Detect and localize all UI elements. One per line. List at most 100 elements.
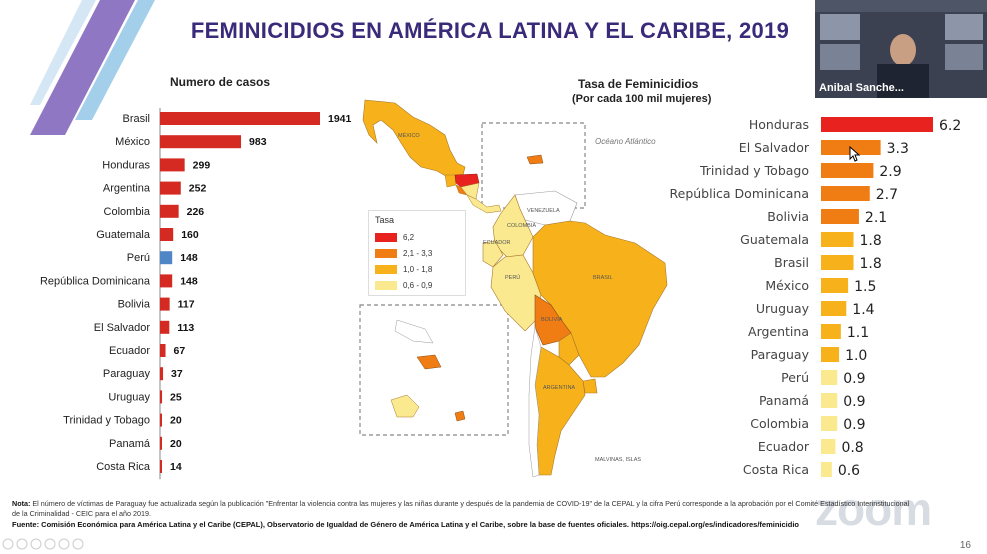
legend-title: Tasa (375, 215, 395, 225)
cases-bar (160, 390, 163, 404)
rate-value-label: 0.9 (843, 417, 865, 433)
cases-category-label: El Salvador (94, 322, 151, 334)
map-label-mexico: MÉXICO (398, 133, 420, 139)
cases-bar (160, 251, 173, 265)
mouse-cursor-icon (849, 146, 861, 162)
map-label-argentina: ARGENTINA (543, 385, 576, 391)
map-label-bolivia: BOLIVIA (541, 317, 563, 323)
zoom-watermark: zoom (815, 483, 932, 535)
rate-category-label: Honduras (749, 117, 809, 132)
rate-category-label: Perú (781, 370, 809, 385)
cases-value-label: 160 (181, 229, 199, 241)
decorative-stripes (30, 0, 155, 135)
rate-category-label: México (765, 278, 809, 293)
next-slide-icon (16, 538, 28, 550)
rate-bar (821, 209, 859, 224)
rate-category-label: República Dominicana (670, 186, 810, 201)
cases-bar (160, 297, 170, 311)
participant-name: Anibal Sanche... (819, 82, 904, 94)
footnote: Nota: El número de víctimas de Paraguay … (12, 499, 910, 518)
map-label-malvinas: MALVINAS, ISLAS (595, 457, 642, 463)
cases-category-label: Bolivia (118, 299, 151, 311)
cases-value-label: 20 (170, 415, 182, 427)
cases-value-label: 67 (174, 345, 186, 357)
map-label-venezuela: VENEZUELA (527, 208, 560, 214)
rate-bar (821, 370, 838, 385)
legend-item: 2,1 - 3,3 (375, 249, 432, 259)
page-number: 16 (959, 540, 971, 551)
cases-bar-chart: Brasil 1941 México 983 Honduras 299 Argentina 2… (40, 108, 352, 480)
cases-value-label: 14 (170, 461, 182, 473)
rate-bar (821, 163, 874, 178)
cases-category-label: Trinidad y Tobago (63, 415, 150, 427)
rate-bar (821, 416, 838, 431)
prev-slide-icon (2, 538, 14, 550)
map-label-ecuador: ECUADOR (483, 240, 511, 246)
presentation-controls[interactable] (0, 536, 130, 552)
cases-value-label: 148 (180, 252, 198, 264)
rate-bar (821, 186, 870, 201)
rate-category-label: Costa Rica (743, 462, 809, 477)
cases-value-label: 299 (193, 159, 211, 171)
rate-bar-chart: Honduras 6.2 El Salvador 3.3 Trinidad y Toba… (670, 117, 961, 479)
cases-bar (160, 274, 173, 288)
cases-category-label: Panamá (109, 438, 151, 450)
rate-value-label: 1.1 (847, 325, 869, 341)
cases-category-label: Brasil (122, 113, 150, 125)
cases-category-label: Guatemala (96, 229, 151, 241)
map-legend: Tasa 6,2 2,1 - 3,3 1,0 - 1,8 0,6 - 0,9 (368, 210, 466, 296)
cases-value-label: 113 (177, 322, 194, 334)
legend-item: 6,2 (375, 233, 414, 243)
cases-category-label: Colombia (104, 206, 151, 218)
rate-value-label: 0.9 (843, 394, 865, 410)
rate-chart-subtitle: (Por cada 100 mil mujeres) (572, 93, 712, 105)
rate-category-label: Bolivia (767, 209, 809, 224)
map-label-ocean: Océano Atlántico (595, 137, 656, 146)
rate-value-label: 2.9 (879, 164, 901, 180)
bookshelf-background (815, 0, 987, 98)
cases-value-label: 117 (178, 299, 195, 311)
map-label-colombia: COLOMBIA (507, 223, 537, 229)
cases-bar (160, 135, 242, 149)
rate-bar (821, 117, 933, 132)
rate-category-label: Argentina (748, 324, 809, 339)
video-participant-tile[interactable]: Anibal Sanche... (815, 0, 987, 98)
rate-bar (821, 278, 849, 293)
cases-category-label: República Dominicana (40, 275, 151, 287)
legend-item: 1,0 - 1,8 (375, 265, 432, 275)
rate-category-label: El Salvador (739, 140, 810, 155)
rate-value-label: 1.8 (860, 256, 882, 272)
rate-value-label: 6.2 (939, 118, 961, 134)
cases-bar (160, 204, 179, 218)
cases-value-label: 148 (180, 275, 198, 287)
cases-category-label: Uruguay (108, 391, 150, 403)
cases-category-label: Paraguay (103, 368, 151, 380)
rate-category-label: Panamá (759, 393, 809, 408)
cases-value-label: 20 (170, 438, 182, 450)
cases-category-label: Argentina (103, 183, 151, 195)
cases-category-label: Costa Rica (96, 461, 151, 473)
slide-title: FEMINICIDIOS EN AMÉRICA LATINA Y EL CARI… (190, 18, 790, 43)
rate-value-label: 1.0 (845, 348, 867, 364)
cases-bar (160, 436, 162, 450)
cases-value-label: 983 (249, 136, 267, 148)
cases-value-label: 252 (189, 183, 207, 195)
map-label-peru: PERÚ (505, 275, 521, 281)
cases-category-label: Honduras (102, 159, 150, 171)
cases-category-label: Ecuador (109, 345, 150, 357)
cases-bar (160, 320, 170, 334)
rate-bar (821, 393, 838, 408)
rate-category-label: Uruguay (756, 301, 810, 316)
rate-value-label: 2.7 (876, 187, 898, 203)
rate-bar (821, 347, 840, 362)
rate-bar (821, 439, 836, 454)
cases-value-label: 226 (187, 206, 205, 218)
rate-value-label: 3.3 (887, 141, 909, 157)
rate-value-label: 2.1 (865, 210, 887, 226)
pen-icon (30, 538, 42, 550)
source-note: Fuente: Comisión Económica para América … (12, 520, 800, 529)
cases-category-label: Perú (127, 252, 150, 264)
rate-value-label: 1.5 (854, 279, 876, 295)
cases-category-label: México (115, 136, 150, 148)
cases-bar (160, 112, 320, 125)
